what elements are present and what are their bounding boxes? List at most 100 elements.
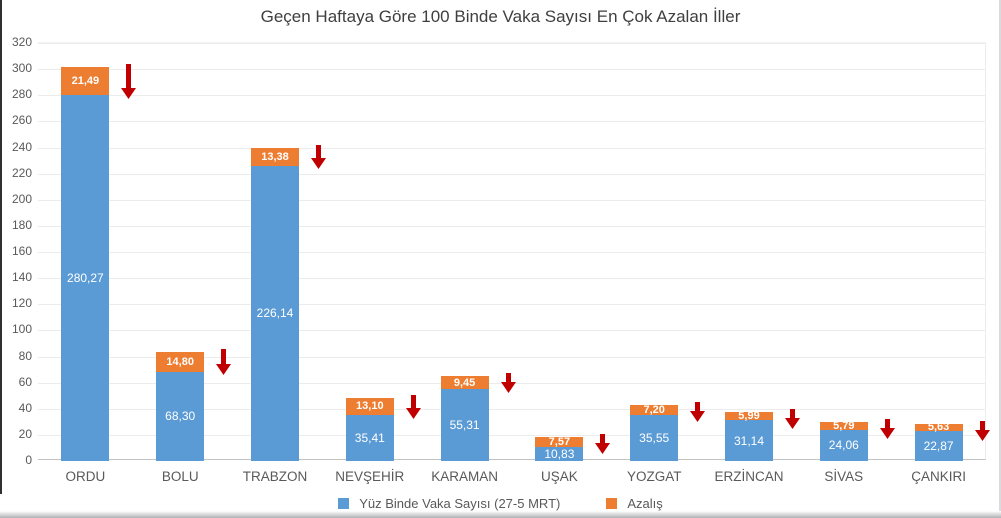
gridline (38, 225, 985, 227)
gridline (38, 356, 985, 358)
decrease-segment-uşak: 7,57 (535, 436, 584, 448)
gridline (38, 43, 985, 44)
decrease-segment-bolu: 14,80 (156, 352, 205, 372)
decrease-arrow-icon (405, 394, 421, 419)
x-category-label: BOLU (161, 469, 199, 484)
decrease-segment-çankiri: 5,63 (914, 421, 963, 433)
legend-label-cases: Yüz Binde Vaka Sayısı (27-5 MRT) (359, 496, 561, 511)
decrease-segment-trabzon: 13,38 (251, 148, 299, 166)
bar-trabzon: 226,14 (251, 165, 299, 461)
chart-title: Geçen Haftaya Göre 100 Binde Vaka Sayısı… (260, 7, 741, 26)
x-category-label: NEVŞEHİR (335, 469, 405, 484)
decrease-value-label: 14,80 (166, 356, 194, 369)
decrease-arrow-icon (121, 63, 137, 99)
bar-si̇vas: 24,06 (819, 429, 868, 461)
decrease-value-label: 7,20 (643, 403, 665, 416)
y-tick-label: 80 (18, 348, 32, 363)
decrease-segment-yozgat: 7,20 (630, 404, 679, 416)
bar-value-label: 31,14 (733, 433, 765, 448)
gridline (38, 434, 985, 436)
plot-area: 280,27 21,49 68,30 14,80 226,14 13,38 35,41 13,… (38, 42, 990, 461)
bar-çankiri: 22,87 (914, 431, 963, 461)
y-tick-label: 100 (11, 322, 32, 337)
bar-ordu: 280,27 (61, 94, 110, 461)
gridline (38, 408, 985, 410)
x-category-label: ÇANKIRI (911, 469, 966, 484)
gridline (38, 304, 985, 306)
decrease-arrow-icon (595, 433, 611, 454)
decrease-segment-ordu: 21,49 (61, 66, 110, 95)
bar-nevşehi̇r: 35,41 (345, 414, 394, 461)
y-tick-label: 20 (18, 426, 32, 441)
y-tick-label: 40 (18, 400, 32, 415)
legend-label-decrease: Azalış (627, 496, 663, 511)
y-tick-label: 140 (11, 270, 32, 285)
gridline (38, 199, 985, 201)
y-tick-label: 300 (11, 61, 32, 76)
y-tick-label: 260 (11, 113, 32, 128)
y-tick-label: 0 (25, 453, 32, 467)
photo-edge-right (999, 0, 1001, 518)
bar-value-label: 24,06 (828, 438, 859, 453)
decrease-arrow-icon (974, 420, 990, 441)
bar-value-label: 10,83 (544, 446, 575, 461)
decrease-segment-karaman: 9,45 (440, 376, 489, 389)
decrease-segment-nevşehi̇r: 13,10 (345, 397, 394, 415)
x-category-label: ERZİNCAN (714, 469, 784, 484)
y-axis-labels: 0 20 40 60 80 100 120 140 160 180 200 220 240 260 280 3… (0, 35, 32, 467)
gridline (38, 330, 985, 332)
bar-erzi̇ncan: 31,14 (725, 420, 773, 461)
decrease-segment-erzi̇ncan: 5,99 (725, 410, 773, 422)
decrease-arrow-icon (785, 409, 800, 430)
y-tick-label: 200 (11, 191, 32, 206)
bar-value-label: 22,87 (923, 439, 954, 454)
gridline (38, 173, 985, 175)
x-category-label: SİVAS (824, 469, 864, 484)
legend-swatch-decrease (606, 498, 618, 509)
decrease-value-label: 13,38 (261, 150, 289, 163)
y-tick-label: 240 (11, 139, 32, 154)
photo-edge-left (0, 0, 2, 494)
decrease-arrow-icon (216, 349, 232, 376)
decrease-value-label: 13,10 (356, 400, 384, 413)
decrease-arrow-icon (311, 145, 326, 170)
x-category-label: ORDU (65, 469, 106, 484)
gridline (38, 121, 985, 123)
photo-edge-bottom (0, 511, 1001, 518)
gridline (38, 95, 985, 97)
bar-value-label: 55,31 (449, 417, 480, 432)
gridline (38, 69, 985, 71)
y-tick-label: 160 (11, 244, 32, 258)
decrease-value-label: 9,45 (453, 376, 476, 389)
y-tick-label: 320 (11, 35, 32, 49)
decrease-arrow-icon (690, 402, 706, 423)
bar-value-label: 68,30 (165, 409, 196, 424)
decrease-segment-si̇vas: 5,79 (819, 420, 868, 432)
decrease-value-label: 7,57 (548, 435, 571, 448)
y-tick-label: 280 (11, 87, 32, 102)
x-axis-labels: ORDU BOLU TRABZON NEVŞEHİR KARAMAN UŞAK YOZGAT… (38, 469, 986, 489)
bar-karaman: 55,31 (440, 388, 489, 461)
bar-value-label: 280,27 (67, 270, 104, 285)
bar-bolu: 68,30 (156, 371, 205, 461)
y-tick-label: 120 (11, 296, 32, 311)
y-tick-label: 60 (18, 374, 32, 389)
bar-value-label: 35,55 (639, 430, 670, 445)
x-category-label: UŞAK (541, 469, 578, 484)
y-tick-label: 180 (11, 217, 32, 232)
bar-value-label: 35,41 (354, 430, 385, 445)
gridline (38, 147, 985, 149)
bar-value-label: 226,14 (256, 306, 294, 321)
legend: Yüz Binde Vaka Sayısı (27-5 MRT) Azalış (0, 496, 1001, 511)
x-category-label: YOZGAT (626, 469, 682, 484)
bar-uşak: 10,83 (535, 446, 584, 461)
x-category-label: TRABZON (242, 469, 308, 484)
legend-swatch-cases (338, 498, 350, 509)
gridline (38, 278, 985, 280)
decrease-arrow-icon (879, 419, 895, 439)
decrease-arrow-icon (500, 373, 516, 394)
bar-yozgat: 35,55 (630, 414, 679, 461)
x-category-label: KARAMAN (431, 469, 498, 484)
y-tick-label: 220 (11, 165, 32, 180)
